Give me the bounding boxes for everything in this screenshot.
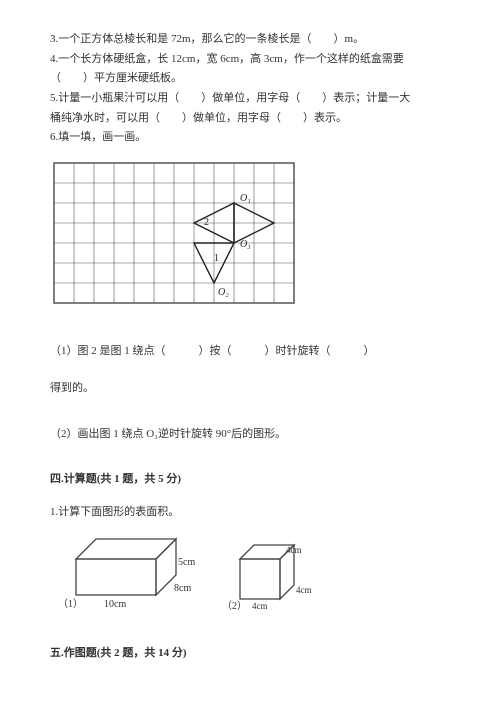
cuboid-figure: 10cm 8cm 5cm （1） <box>58 531 198 618</box>
question-6-sub1b: 得到的。 <box>50 379 450 398</box>
question-6-sub1: （1）图 2 是图 1 绕点（ ）按（ ）时针旋转（ ） <box>50 342 450 361</box>
svg-text:O₁: O₁ <box>240 193 251 204</box>
svg-text:4cm: 4cm <box>296 585 312 595</box>
cube-figure: 4cm 4cm 4cm （2） <box>222 541 312 618</box>
question-6-sub2: （2）画出图 1 绕点 O₁逆时针旋转 90°后的图形。 <box>50 425 450 444</box>
svg-text:2: 2 <box>204 217 209 228</box>
svg-text:（2）: （2） <box>222 600 247 611</box>
svg-text:（1）: （1） <box>58 598 83 610</box>
question-5-line2: 桶纯净水时，可以用（ ）做单位，用字母（ ）表示。 <box>50 109 450 128</box>
section-5-title: 五.作图题(共 2 题，共 14 分) <box>50 644 450 663</box>
grid-svg: 2 1 O₁ O₃ O₂ <box>50 159 298 307</box>
section-4-title: 四.计算题(共 1 题，共 5 分) <box>50 470 450 489</box>
figure-row: 10cm 8cm 5cm （1） 4cm 4cm 4cm （2） <box>58 531 450 618</box>
grid-figure: 2 1 O₁ O₃ O₂ <box>50 159 450 314</box>
cuboid-svg: 10cm 8cm 5cm （1） <box>58 531 198 611</box>
svg-text:5cm: 5cm <box>178 557 195 568</box>
svg-text:10cm: 10cm <box>104 599 126 610</box>
question-5-line1: 5.计量一小瓶果汁可以用（ ）做单位，用字母（ ）表示；计量一大 <box>50 89 450 108</box>
svg-text:O₃: O₃ <box>240 239 251 250</box>
calc-question-1: 1.计算下面图形的表面积。 <box>50 503 450 522</box>
question-4-line2: （ ）平方厘米硬纸板。 <box>50 69 450 88</box>
cube-svg: 4cm 4cm 4cm （2） <box>222 541 312 611</box>
svg-text:4cm: 4cm <box>252 601 268 611</box>
svg-text:1: 1 <box>214 253 219 264</box>
svg-text:4cm: 4cm <box>286 545 302 555</box>
question-6: 6.填一填，画一画。 <box>50 128 450 147</box>
question-3: 3.一个正方体总棱长和是 72m，那么它的一条棱长是（ ）m。 <box>50 30 450 49</box>
question-4-line1: 4.一个长方体硬纸盒，长 12cm，宽 6cm，高 3cm，作一个这样的纸盒需要 <box>50 50 450 69</box>
svg-text:O₂: O₂ <box>218 287 229 298</box>
svg-text:8cm: 8cm <box>174 583 191 594</box>
